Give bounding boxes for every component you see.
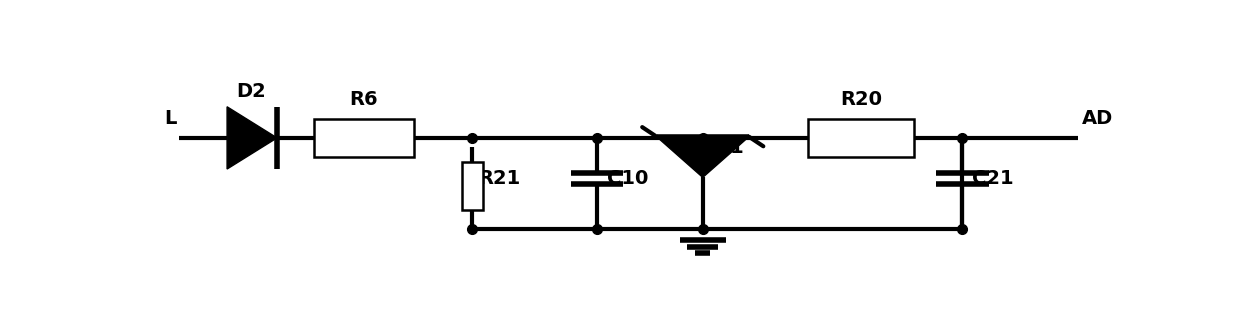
Polygon shape	[657, 137, 749, 177]
Bar	[808, 119, 914, 157]
Text: D2: D2	[237, 82, 265, 101]
Text: C10: C10	[606, 169, 649, 188]
Polygon shape	[227, 107, 277, 169]
Text: C21: C21	[972, 169, 1013, 188]
Text: L: L	[164, 109, 176, 128]
Text: AD: AD	[1083, 109, 1114, 128]
Bar	[461, 162, 482, 210]
Bar	[314, 119, 414, 157]
Text: D1: D1	[714, 138, 744, 157]
Text: R21: R21	[477, 169, 520, 188]
Text: R6: R6	[350, 90, 378, 109]
Text: R20: R20	[841, 90, 883, 109]
